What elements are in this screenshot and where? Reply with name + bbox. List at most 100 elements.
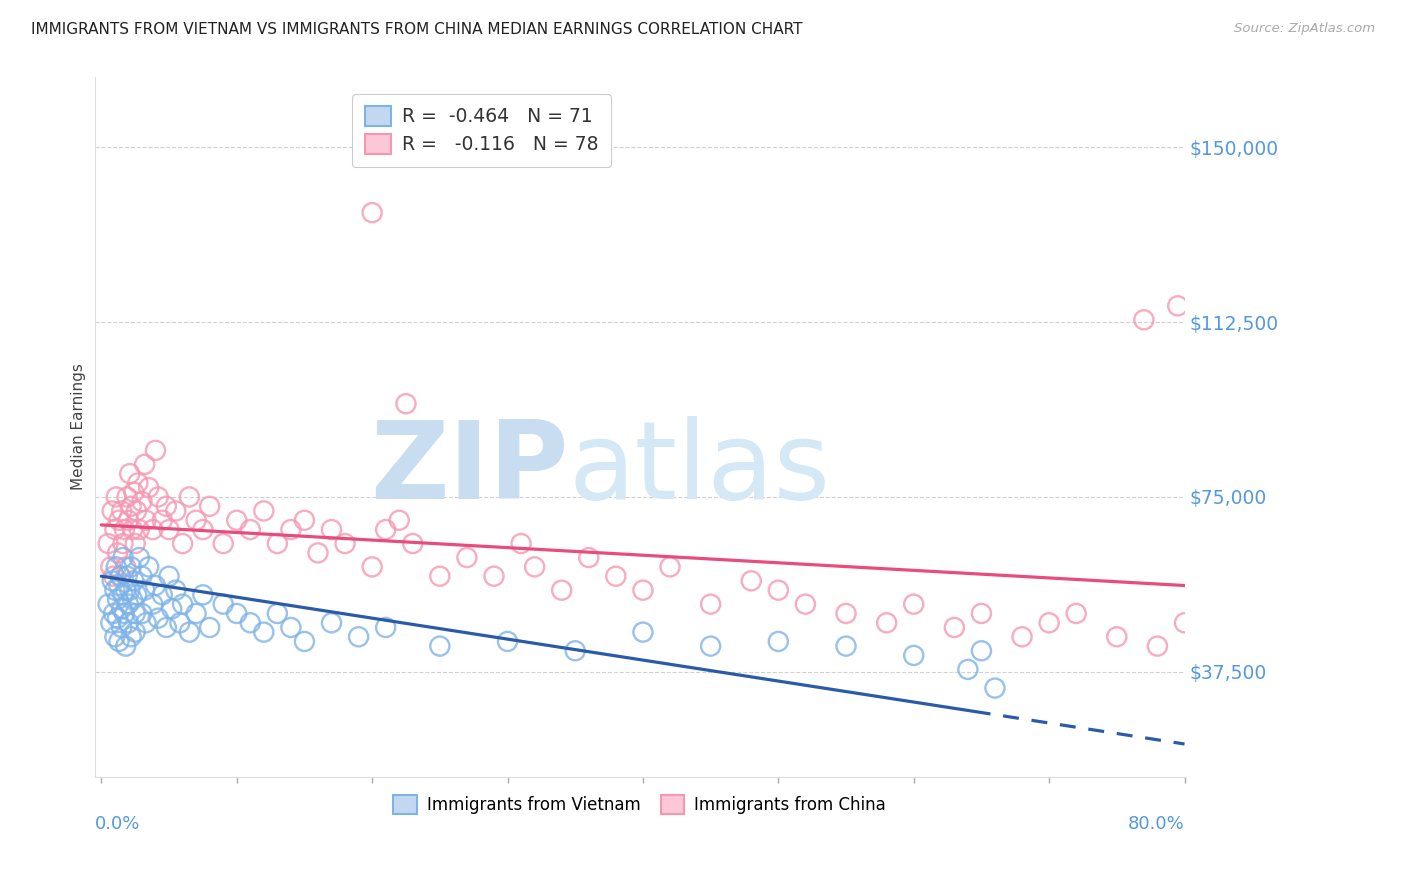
Point — [103, 607, 125, 621]
Point — [165, 504, 187, 518]
Point — [128, 523, 150, 537]
Point — [903, 597, 925, 611]
Point — [104, 630, 127, 644]
Point — [321, 523, 343, 537]
Point — [578, 550, 600, 565]
Point — [184, 513, 207, 527]
Point — [165, 583, 187, 598]
Point — [105, 490, 128, 504]
Point — [631, 583, 654, 598]
Point — [876, 615, 898, 630]
Point — [100, 615, 122, 630]
Point — [155, 500, 177, 514]
Point — [956, 662, 979, 676]
Point — [191, 588, 214, 602]
Point — [1133, 313, 1156, 327]
Point — [970, 607, 993, 621]
Point — [253, 625, 276, 640]
Point — [551, 583, 574, 598]
Point — [101, 574, 124, 588]
Point — [768, 583, 790, 598]
Point — [157, 523, 180, 537]
Point — [110, 569, 132, 583]
Point — [172, 536, 194, 550]
Text: 80.0%: 80.0% — [1128, 815, 1184, 833]
Point — [482, 569, 505, 583]
Point — [150, 513, 173, 527]
Point — [402, 536, 425, 550]
Point — [135, 513, 157, 527]
Point — [111, 620, 134, 634]
Point — [429, 639, 451, 653]
Point — [111, 536, 134, 550]
Point — [1064, 607, 1087, 621]
Point — [659, 560, 682, 574]
Point — [124, 607, 146, 621]
Point — [111, 602, 134, 616]
Point — [111, 588, 134, 602]
Point — [131, 607, 153, 621]
Point — [280, 620, 302, 634]
Point — [374, 620, 396, 634]
Point — [212, 536, 235, 550]
Point — [108, 634, 131, 648]
Point — [108, 578, 131, 592]
Point — [128, 550, 150, 565]
Point — [564, 644, 586, 658]
Point — [118, 467, 141, 481]
Point — [169, 615, 191, 630]
Point — [374, 523, 396, 537]
Point — [115, 490, 138, 504]
Point — [138, 560, 160, 574]
Point — [239, 615, 262, 630]
Point — [198, 500, 221, 514]
Point — [1038, 615, 1060, 630]
Point — [110, 569, 132, 583]
Point — [120, 630, 142, 644]
Point — [124, 536, 146, 550]
Point — [114, 639, 136, 653]
Point — [699, 639, 721, 653]
Point — [333, 536, 356, 550]
Point — [118, 583, 141, 598]
Text: Source: ZipAtlas.com: Source: ZipAtlas.com — [1234, 22, 1375, 36]
Point — [105, 560, 128, 574]
Point — [184, 607, 207, 621]
Point — [361, 205, 384, 219]
Point — [768, 634, 790, 648]
Point — [266, 607, 288, 621]
Point — [172, 597, 194, 611]
Point — [456, 550, 478, 565]
Point — [496, 634, 519, 648]
Point — [510, 536, 533, 550]
Point — [142, 523, 165, 537]
Point — [253, 504, 276, 518]
Point — [794, 597, 817, 611]
Text: IMMIGRANTS FROM VIETNAM VS IMMIGRANTS FROM CHINA MEDIAN EARNINGS CORRELATION CHA: IMMIGRANTS FROM VIETNAM VS IMMIGRANTS FR… — [31, 22, 803, 37]
Point — [1173, 615, 1195, 630]
Point — [225, 607, 247, 621]
Point — [117, 615, 139, 630]
Point — [294, 513, 316, 527]
Point — [108, 513, 131, 527]
Point — [104, 583, 127, 598]
Legend: Immigrants from Vietnam, Immigrants from China: Immigrants from Vietnam, Immigrants from… — [387, 789, 893, 821]
Point — [179, 490, 201, 504]
Point — [395, 397, 418, 411]
Point — [160, 602, 183, 616]
Text: atlas: atlas — [568, 416, 831, 522]
Point — [179, 625, 201, 640]
Point — [150, 588, 173, 602]
Point — [191, 523, 214, 537]
Point — [198, 620, 221, 634]
Point — [1011, 630, 1033, 644]
Point — [112, 607, 135, 621]
Point — [125, 588, 148, 602]
Point — [117, 513, 139, 527]
Point — [239, 523, 262, 537]
Point — [145, 578, 167, 592]
Point — [124, 625, 146, 640]
Point — [321, 615, 343, 630]
Text: ZIP: ZIP — [370, 416, 568, 522]
Point — [117, 597, 139, 611]
